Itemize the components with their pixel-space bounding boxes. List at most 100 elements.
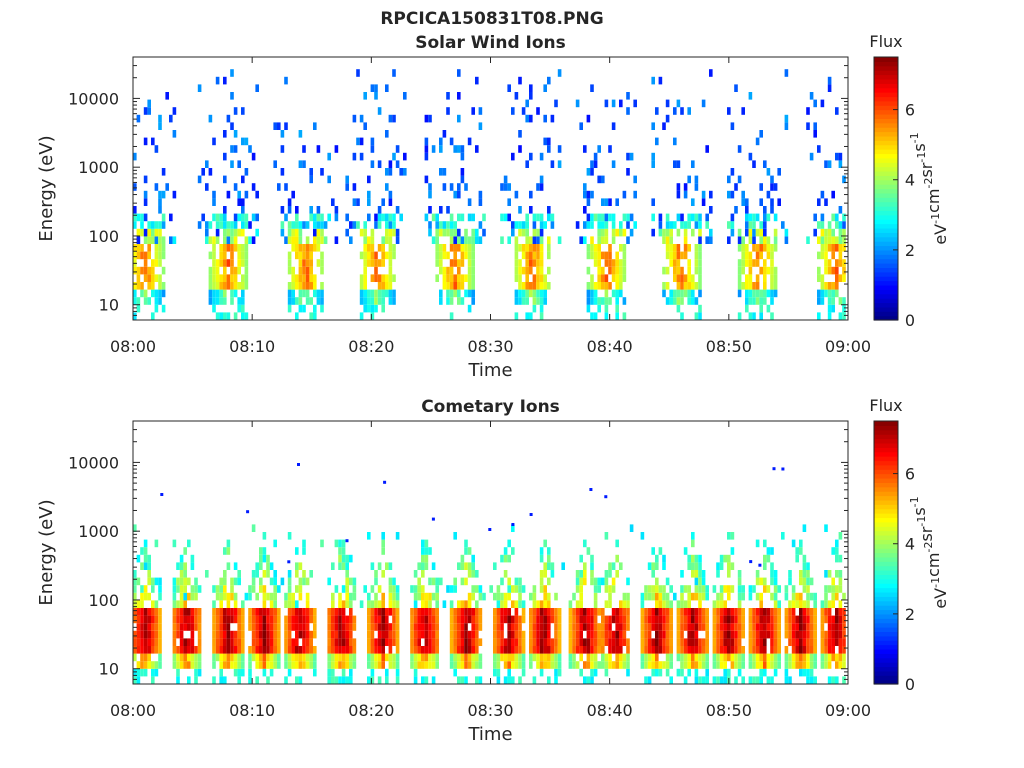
flux-pixel xyxy=(835,289,839,298)
flux-pixel xyxy=(583,190,587,199)
flux-pixel xyxy=(575,608,580,616)
flux-pixel xyxy=(446,221,450,229)
flux-pixel xyxy=(392,638,396,646)
flux-pixel xyxy=(471,236,475,244)
flux-pixel xyxy=(478,236,483,244)
flux-pixel xyxy=(547,577,551,586)
flux-pixel xyxy=(615,570,619,578)
flux-pixel xyxy=(550,562,555,570)
flux-pixel xyxy=(183,562,187,570)
flux-pixel xyxy=(547,653,551,662)
flux-pixel xyxy=(813,122,817,130)
colorbar-segment xyxy=(874,271,898,277)
flux-pixel xyxy=(820,630,825,639)
flux-pixel xyxy=(503,183,508,191)
flux-pixel xyxy=(223,630,227,639)
flux-pixel xyxy=(349,653,353,662)
flux-pixel xyxy=(259,554,263,563)
flux-pixel xyxy=(658,585,663,593)
flux-pixel xyxy=(302,274,306,282)
flux-pixel xyxy=(172,539,177,548)
flux-pixel xyxy=(835,570,839,578)
flux-pixel xyxy=(381,638,385,646)
flux-pixel xyxy=(827,297,832,305)
flux-pixel xyxy=(604,668,609,677)
flux-pixel xyxy=(154,304,159,313)
flux-pixel xyxy=(529,592,533,601)
flux-pixel xyxy=(579,653,583,662)
colorbar-tick-label: 0 xyxy=(905,311,915,330)
flux-pixel xyxy=(665,114,670,123)
flux-pixel xyxy=(644,585,648,593)
flux-pixel xyxy=(363,259,367,267)
flux-pixel xyxy=(651,198,655,206)
flux-pixel xyxy=(388,600,393,608)
flux-pixel xyxy=(781,532,785,540)
flux-pixel xyxy=(601,608,605,616)
flux-pixel xyxy=(233,661,238,669)
flux-pixel xyxy=(327,676,331,684)
flux-pixel xyxy=(309,630,313,639)
flux-pixel xyxy=(331,615,335,624)
flux-pixel xyxy=(824,570,828,578)
flux-pixel xyxy=(525,228,529,237)
flux-pixel xyxy=(669,297,673,305)
flux-pixel xyxy=(579,608,583,616)
flux-pixel xyxy=(773,236,778,244)
flux-pixel xyxy=(237,661,241,669)
flux-pixel xyxy=(741,585,745,593)
flux-pixel xyxy=(370,137,375,146)
flux-pixel xyxy=(759,653,763,662)
flux-pixel xyxy=(604,236,609,244)
flux-pixel xyxy=(338,554,342,563)
flux-pixel xyxy=(669,615,673,624)
flux-pixel xyxy=(691,297,695,305)
flux-pixel xyxy=(799,547,803,555)
flux-pixel xyxy=(755,653,760,662)
flux-pixel xyxy=(262,638,267,646)
flux-pixel xyxy=(219,577,223,586)
flux-pixel xyxy=(176,653,180,662)
colorbar-segment xyxy=(874,530,898,536)
flux-pixel xyxy=(500,592,504,601)
flux-pixel xyxy=(161,244,166,252)
flux-pixel xyxy=(741,251,745,260)
flux-pixel xyxy=(255,676,259,684)
flux-pixel xyxy=(737,646,742,654)
flux-pixel xyxy=(838,653,843,662)
flux-pixel xyxy=(705,585,709,593)
flux-pixel xyxy=(795,547,799,555)
flux-pixel xyxy=(619,600,623,608)
flux-pixel xyxy=(226,661,231,669)
flux-pixel xyxy=(266,638,270,646)
flux-pixel xyxy=(349,592,353,601)
flux-pixel xyxy=(590,84,594,92)
colorbar-segment xyxy=(874,267,898,273)
flux-pixel xyxy=(730,585,735,593)
flux-pixel xyxy=(133,524,137,532)
flux-pixel xyxy=(435,213,439,222)
flux-pixel xyxy=(809,638,814,646)
flux-pixel xyxy=(248,236,252,244)
flux-pixel xyxy=(547,638,551,646)
flux-pixel xyxy=(478,615,483,624)
flux-pixel xyxy=(694,259,699,267)
flux-pixel xyxy=(539,266,544,275)
flux-pixel xyxy=(698,228,702,237)
flux-pixel xyxy=(691,646,695,654)
flux-pixel xyxy=(770,653,774,662)
colorbar-segment xyxy=(874,447,898,453)
flux-pixel xyxy=(806,577,810,586)
flux-pixel xyxy=(791,623,796,631)
colorbar-segment xyxy=(874,609,898,615)
flux-pixel xyxy=(662,623,666,631)
flux-pixel xyxy=(583,221,587,229)
flux-pixel xyxy=(748,592,753,601)
flux-pixel xyxy=(464,630,468,639)
flux-pixel xyxy=(435,236,439,244)
flux-pixel xyxy=(140,266,144,275)
flux-pixel xyxy=(791,638,796,646)
flux-pixel xyxy=(737,592,742,601)
flux-pixel xyxy=(615,623,619,631)
